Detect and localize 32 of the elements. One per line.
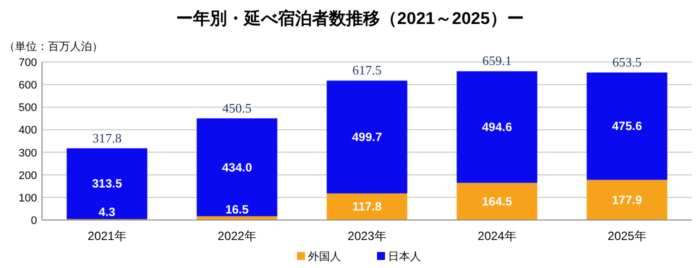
data-label: 499.7 (352, 130, 382, 144)
data-label: 475.6 (612, 119, 642, 134)
data-label: 313.5 (92, 176, 122, 191)
legend-label: 日本人 (388, 250, 421, 263)
y-tick-label: 600 (18, 80, 37, 92)
x-tick-label: 2021年 (88, 229, 126, 243)
total-label: 653.5 (612, 54, 642, 70)
y-tick-label: 500 (18, 102, 37, 114)
y-tick-label: 0 (30, 215, 37, 227)
legend-label: 外国人 (308, 251, 341, 263)
x-tick-label: 2025年 (608, 229, 646, 243)
y-tick-label: 200 (18, 170, 37, 182)
data-label: 4.3 (98, 205, 116, 220)
data-label: 164.5 (482, 194, 512, 208)
data-label: 16.5 (225, 202, 249, 216)
total-label: 450.5 (222, 100, 252, 116)
y-tick-label: 300 (18, 147, 37, 160)
data-label: 434.0 (222, 160, 252, 174)
y-tick-label: 100 (18, 192, 37, 204)
x-tick-label: 2023年 (348, 229, 386, 243)
total-label: 617.5 (352, 62, 382, 78)
x-tick-label: 2024年 (478, 229, 516, 243)
data-label: 117.8 (352, 200, 382, 214)
total-label: 659.1 (482, 53, 512, 68)
y-tick-label: 400 (18, 124, 37, 137)
y-tick-label: 700 (18, 57, 37, 69)
data-label: 494.6 (482, 120, 512, 134)
data-label: 177.9 (612, 192, 642, 207)
x-tick-label: 2022年 (218, 229, 256, 243)
chart-title: ー年別・延べ宿泊者数推移（2021～2025）ー (176, 9, 524, 28)
y-axis-title: （単位：百万人泊） (4, 41, 103, 53)
total-label: 317.8 (92, 130, 122, 146)
